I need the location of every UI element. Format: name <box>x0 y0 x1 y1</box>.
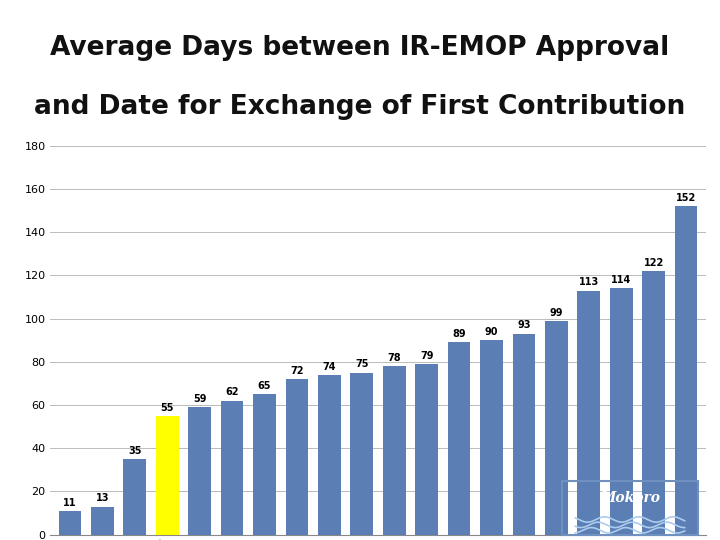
Text: 59: 59 <box>193 394 207 404</box>
Bar <box>545 321 568 535</box>
Text: 122: 122 <box>644 258 664 268</box>
Bar <box>415 364 438 535</box>
Bar <box>675 206 698 535</box>
Bar <box>286 379 308 535</box>
Bar <box>58 511 81 535</box>
Bar <box>318 375 341 535</box>
Bar <box>610 288 633 535</box>
Bar <box>480 340 503 535</box>
Text: 62: 62 <box>225 387 239 397</box>
Bar <box>383 366 405 535</box>
Text: 79: 79 <box>420 350 433 361</box>
Text: 65: 65 <box>258 381 271 391</box>
Bar <box>156 416 179 535</box>
Text: 72: 72 <box>290 366 304 376</box>
Text: 152: 152 <box>676 193 696 203</box>
Text: 11: 11 <box>63 497 76 508</box>
Bar <box>91 507 114 535</box>
Text: 93: 93 <box>517 320 531 330</box>
Text: 113: 113 <box>579 277 599 287</box>
Text: 55: 55 <box>161 402 174 413</box>
Text: and Date for Exchange of First Contribution: and Date for Exchange of First Contribut… <box>35 94 685 120</box>
Text: 13: 13 <box>96 493 109 503</box>
Bar <box>253 394 276 535</box>
Bar <box>351 373 373 535</box>
Text: 90: 90 <box>485 327 498 337</box>
Text: Mokoro: Mokoro <box>600 491 660 505</box>
Text: 35: 35 <box>128 446 142 456</box>
Bar <box>123 459 146 535</box>
Text: Average Days between IR-EMOP Approval: Average Days between IR-EMOP Approval <box>50 35 670 61</box>
Bar <box>188 407 211 535</box>
Text: 114: 114 <box>611 275 631 285</box>
Bar <box>221 401 243 535</box>
Text: 78: 78 <box>387 353 401 363</box>
Bar <box>642 271 665 535</box>
Text: 74: 74 <box>323 361 336 372</box>
Bar <box>448 342 470 535</box>
Bar <box>513 334 535 535</box>
Text: 99: 99 <box>549 307 563 318</box>
Text: 75: 75 <box>355 359 369 369</box>
Bar <box>577 291 600 535</box>
Text: 89: 89 <box>452 329 466 339</box>
